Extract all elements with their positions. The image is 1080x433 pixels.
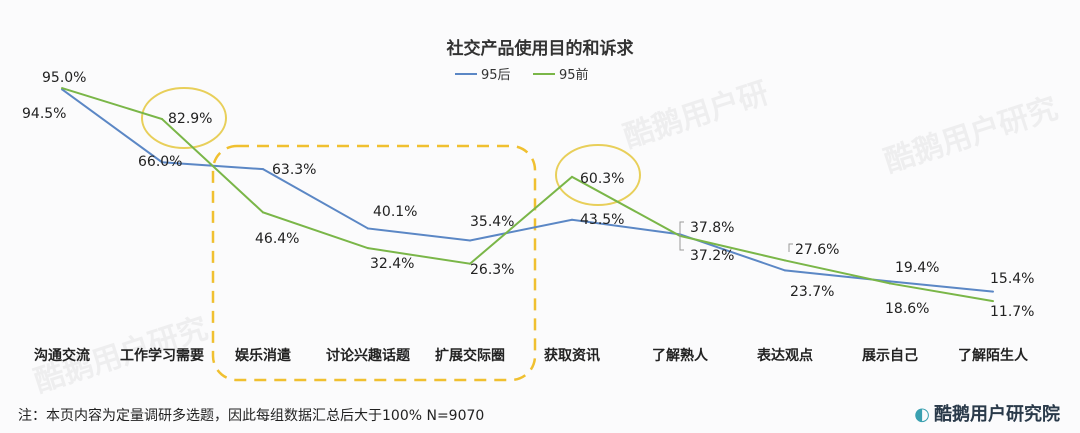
- data-point: [61, 87, 63, 90]
- data-point: [262, 211, 264, 214]
- x-tick-label: 获取资讯: [544, 347, 600, 364]
- data-point: [992, 290, 994, 293]
- data-label: 46.4%: [255, 231, 299, 247]
- data-label: 82.9%: [168, 111, 212, 127]
- data-point: [992, 300, 994, 303]
- legend-label-95前: 95前: [559, 67, 589, 83]
- highlight-box: [211, 144, 537, 382]
- data-label: 11.7%: [990, 304, 1034, 320]
- data-point: [784, 259, 786, 262]
- data-point: [367, 247, 369, 250]
- x-tick-label: 扩展交际圈: [435, 347, 505, 364]
- data-label: 94.5%: [22, 106, 66, 122]
- data-point: [889, 280, 891, 283]
- data-label: 95.0%: [42, 70, 86, 86]
- x-tick-label: 展示自己: [862, 347, 918, 364]
- data-point: [889, 282, 891, 285]
- x-tick-label: 工作学习需要: [120, 347, 204, 364]
- footnote: 注：本页内容为定量调研多选题，因此每组数据汇总后大于100% N=9070: [18, 408, 485, 424]
- data-label: 23.7%: [790, 284, 834, 300]
- data-label: 18.6%: [885, 301, 929, 317]
- data-point: [161, 118, 163, 121]
- data-point: [571, 175, 573, 178]
- data-point: [469, 239, 471, 242]
- x-tick-label: 沟通交流: [34, 347, 90, 364]
- data-label: 27.6%: [795, 242, 839, 258]
- data-label: 32.4%: [370, 256, 414, 272]
- data-label: 63.3%: [272, 162, 316, 178]
- highlight-circle: [141, 87, 227, 149]
- data-label: 35.4%: [470, 214, 514, 230]
- x-tick-label: 了解熟人: [652, 347, 709, 364]
- data-point: [571, 218, 573, 221]
- chart-title: 社交产品使用目的和诉求: [446, 39, 634, 59]
- leader-line: [788, 243, 793, 252]
- data-label: 19.4%: [895, 260, 939, 276]
- data-point: [784, 269, 786, 272]
- logo: ◐ 酷鹅用户研究院: [914, 404, 1060, 425]
- series-line-95前: [61, 87, 994, 303]
- data-label: 15.4%: [990, 271, 1034, 287]
- data-point: [367, 227, 369, 230]
- leader-line: [679, 221, 684, 251]
- x-tick-label: 讨论兴趣话题: [326, 347, 411, 364]
- data-label: 43.5%: [580, 212, 624, 228]
- penguin-logo-icon: ◐: [914, 404, 930, 425]
- legend-label-95后: 95后: [481, 68, 511, 83]
- data-point: [469, 262, 471, 265]
- data-point: [161, 161, 163, 164]
- data-label: 60.3%: [580, 171, 624, 187]
- data-label: 37.2%: [690, 248, 734, 264]
- data-point: [262, 168, 264, 171]
- data-label: 26.3%: [470, 262, 514, 278]
- data-label: 40.1%: [373, 204, 417, 220]
- x-tick-label: 表达观点: [756, 347, 813, 364]
- highlight-circle: [555, 144, 641, 206]
- data-label: 66.0%: [138, 154, 182, 170]
- data-label: 37.8%: [690, 220, 734, 236]
- x-tick-label: 娱乐消遣: [235, 347, 291, 364]
- x-tick-label: 了解陌生人: [958, 347, 1029, 364]
